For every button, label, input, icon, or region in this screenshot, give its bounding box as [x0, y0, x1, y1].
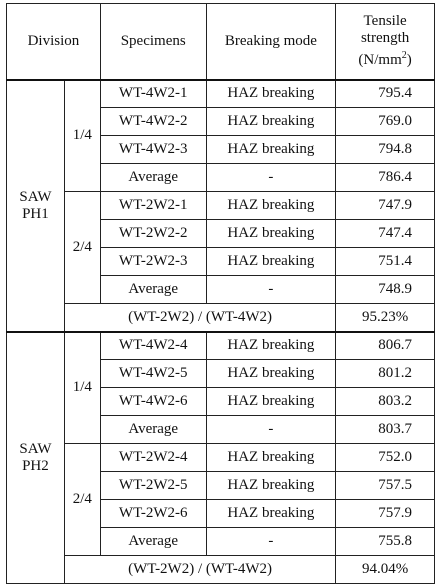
division-header: Division	[6, 3, 101, 81]
specimen-cell: Average	[99, 415, 207, 444]
table-row: SAW PH2 1/4 WT-4W2-4 HAZ breaking 806.7	[6, 330, 435, 584]
table-row: Average -786.4	[7, 163, 435, 192]
breaking-mode-cell: HAZ breaking	[205, 499, 337, 528]
ratio-value-cell: 95.23%	[335, 303, 435, 332]
table-row: WT-4W2-6 HAZ breaking 803.2	[7, 387, 435, 416]
specimen-cell: WT-2W2-6	[99, 499, 207, 528]
specimen-cell: WT-2W2-3	[99, 247, 207, 276]
table-row: WT-2W2-6 HAZ breaking 757.9	[7, 499, 435, 528]
breaking-mode-cell: HAZ breaking	[205, 247, 337, 276]
ratio-row: (WT-2W2) / (WT-4W2) 95.23%	[7, 303, 435, 332]
division-name-line2: PH2	[22, 457, 49, 474]
tensile-header-line2: strength	[360, 30, 410, 47]
specimen-cell: Average	[99, 275, 207, 304]
table-row: 2/4 WT-2W2-4 HAZ breaking 752.0	[7, 443, 435, 556]
specimen-cell: WT-4W2-2	[99, 107, 207, 136]
table-row: WT-4W2-3 HAZ breaking 794.8	[7, 135, 435, 164]
ratio-label-cell: (WT-2W2) / (WT-4W2)	[63, 555, 337, 584]
strength-cell: 794.8	[335, 135, 435, 164]
ratio-row: (WT-2W2) / (WT-4W2) 94.04%	[7, 555, 435, 584]
strength-cell: 806.7	[335, 330, 435, 360]
specimen-cell: WT-2W2-5	[99, 471, 207, 500]
strength-cell: 757.9	[335, 499, 435, 528]
specimen-cell: WT-2W2-1	[99, 191, 207, 220]
table-header-row: Division Specimens Breaking mode Tensile…	[6, 3, 435, 81]
division-name-line2: PH1	[22, 205, 49, 222]
ratio-label-cell: (WT-2W2) / (WT-4W2)	[63, 303, 337, 332]
breaking-mode-cell: HAZ breaking	[205, 135, 337, 164]
specimen-cell: WT-2W2-2	[99, 219, 207, 248]
position-cell: 1/4	[63, 330, 101, 444]
breaking-mode-cell: HAZ breaking	[205, 191, 337, 220]
strength-cell: 803.7	[335, 415, 435, 444]
breaking-mode-cell: HAZ breaking	[205, 359, 337, 388]
table-row: WT-2W2-3 HAZ breaking 751.4	[7, 247, 435, 276]
strength-cell: 747.4	[335, 219, 435, 248]
strength-cell: 803.2	[335, 387, 435, 416]
position-cell: 2/4	[63, 443, 101, 556]
table-row: WT-2W2-2 HAZ breaking 747.4	[7, 219, 435, 248]
specimen-cell: WT-4W2-1	[99, 79, 207, 108]
breaking-mode-cell: HAZ breaking	[205, 330, 337, 360]
table-row: Average -755.8	[7, 527, 435, 556]
strength-cell: 747.9	[335, 191, 435, 220]
breaking-mode-cell: HAZ breaking	[205, 107, 337, 136]
specimen-cell: WT-4W2-4	[99, 330, 207, 360]
ratio-value-cell: 94.04%	[335, 555, 435, 584]
breaking-mode-cell: HAZ breaking	[205, 443, 337, 472]
breaking-mode-cell: HAZ breaking	[205, 219, 337, 248]
breaking-mode-cell: HAZ breaking	[205, 471, 337, 500]
table-row: Average -748.9	[7, 275, 435, 304]
strength-cell: 795.4	[335, 79, 435, 108]
position-cell: 2/4	[63, 191, 101, 304]
strength-cell: 748.9	[335, 275, 435, 304]
strength-cell: 786.4	[335, 163, 435, 192]
breaking-mode-cell: HAZ breaking	[205, 79, 337, 108]
division-name-line1: SAW	[19, 188, 52, 205]
strength-cell: 755.8	[335, 527, 435, 556]
unit-exponent: 2	[401, 50, 407, 62]
breaking-mode-header: Breaking mode	[205, 3, 337, 81]
specimens-header: Specimens	[99, 3, 207, 81]
table-row: 2/4 WT-2W2-1 HAZ breaking 747.9	[7, 191, 435, 304]
table-row: WT-2W2-5 HAZ breaking 757.5	[7, 471, 435, 500]
breaking-mode-cell: -	[205, 527, 337, 556]
division-name-cell: SAW PH2	[6, 330, 65, 584]
breaking-mode-cell: -	[205, 163, 337, 192]
breaking-mode-cell: -	[205, 275, 337, 304]
specimen-cell: Average	[99, 163, 207, 192]
specimen-cell: WT-4W2-3	[99, 135, 207, 164]
strength-cell: 752.0	[335, 443, 435, 472]
position-cell: 1/4	[63, 79, 101, 192]
division-name-cell: SAW PH1	[6, 79, 65, 332]
tensile-header-unit: (N/mm2)	[358, 50, 412, 69]
table-row: WT-4W2-5 HAZ breaking 801.2	[7, 359, 435, 388]
strength-cell: 751.4	[335, 247, 435, 276]
table-row: WT-4W2-2 HAZ breaking 769.0	[7, 107, 435, 136]
specimen-cell: WT-4W2-5	[99, 359, 207, 388]
strength-cell: 769.0	[335, 107, 435, 136]
breaking-mode-cell: -	[205, 415, 337, 444]
specimen-cell: WT-4W2-6	[99, 387, 207, 416]
tensile-results-table: Division Specimens Breaking mode Tensile…	[6, 3, 435, 584]
division-name-line1: SAW	[19, 440, 52, 457]
specimen-cell: WT-2W2-4	[99, 443, 207, 472]
strength-cell: 757.5	[335, 471, 435, 500]
tensile-strength-header: Tensile strength (N/mm2)	[335, 3, 435, 81]
unit-suffix: )	[406, 52, 412, 69]
tensile-header-line1: Tensile	[363, 13, 407, 30]
strength-cell: 801.2	[335, 359, 435, 388]
table-body: SAW PH1 1/4 WT-4W2-1 HAZ breaking 795.4 WT-4W2…	[6, 79, 435, 584]
unit-prefix: (N/mm	[358, 52, 402, 69]
specimen-cell: Average	[99, 527, 207, 556]
table-row: SAW PH1 1/4 WT-4W2-1 HAZ breaking 795.4	[6, 79, 435, 332]
breaking-mode-cell: HAZ breaking	[205, 387, 337, 416]
